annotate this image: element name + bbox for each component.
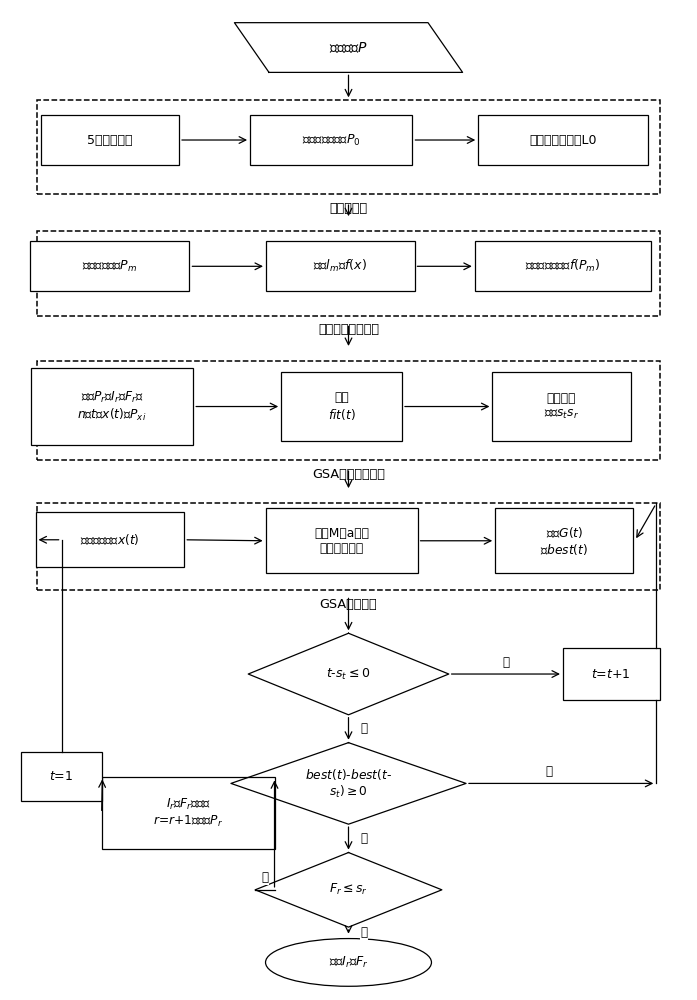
- Text: 原始数据$P$: 原始数据$P$: [329, 40, 368, 55]
- FancyBboxPatch shape: [41, 115, 179, 165]
- Text: GSA计算过程: GSA计算过程: [320, 598, 377, 611]
- Text: 待匹配瞳孔直径$P_0$: 待匹配瞳孔直径$P_0$: [302, 132, 360, 148]
- FancyBboxPatch shape: [478, 115, 648, 165]
- Polygon shape: [255, 853, 442, 927]
- Text: $I_r$、$F_r$赋值，
$r$=$r$+1，生成$P_r$: $I_r$、$F_r$赋值， $r$=$r$+1，生成$P_r$: [153, 797, 223, 829]
- Bar: [38, 503, 659, 590]
- Text: 傅里叶变换生成$f(P_m)$: 傅里叶变换生成$f(P_m)$: [525, 258, 601, 274]
- FancyBboxPatch shape: [31, 368, 193, 445]
- FancyBboxPatch shape: [495, 508, 634, 573]
- Text: 否: 否: [360, 926, 367, 939]
- FancyBboxPatch shape: [266, 508, 418, 573]
- Text: 定义
$fit(t)$: 定义 $fit(t)$: [328, 391, 355, 422]
- Polygon shape: [231, 743, 466, 824]
- Text: 输出$I_r$、$F_r$: 输出$I_r$、$F_r$: [328, 955, 369, 970]
- Text: 计算M、a、粒
子速度和位置: 计算M、a、粒 子速度和位置: [314, 527, 369, 555]
- Polygon shape: [234, 23, 463, 72]
- Ellipse shape: [266, 939, 431, 986]
- Text: 是: 是: [503, 656, 510, 669]
- Text: $F_r$$\leq$$s_r$: $F_r$$\leq$$s_r$: [329, 882, 368, 897]
- FancyBboxPatch shape: [250, 115, 413, 165]
- Text: 5级小波分解: 5级小波分解: [87, 134, 132, 147]
- Text: 设置终止
条件$s_ts_r$: 设置终止 条件$s_ts_r$: [544, 392, 579, 421]
- FancyBboxPatch shape: [266, 241, 415, 291]
- FancyBboxPatch shape: [492, 372, 631, 441]
- Text: 定义$l_m$与$f(x)$: 定义$l_m$与$f(x)$: [313, 258, 367, 274]
- Text: 选择模板数据$P_m$: 选择模板数据$P_m$: [82, 259, 137, 274]
- Text: 更新$G(t)$
和$best(t)$: 更新$G(t)$ 和$best(t)$: [540, 525, 588, 557]
- Text: 更新粒子位置$x(t)$: 更新粒子位置$x(t)$: [80, 532, 139, 547]
- FancyBboxPatch shape: [21, 752, 102, 801]
- FancyBboxPatch shape: [475, 241, 651, 291]
- Text: 是: 是: [546, 765, 553, 778]
- Polygon shape: [248, 633, 449, 715]
- Text: 数据初处理: 数据初处理: [330, 202, 367, 215]
- Text: $t$=$t$+1: $t$=$t$+1: [592, 668, 631, 681]
- FancyBboxPatch shape: [36, 512, 184, 567]
- Text: 定义$P_r$、$I_r$、$F_r$、
$n$、$t$、$x(t)$、$P_{xi}$: 定义$P_r$、$I_r$、$F_r$、 $n$、$t$、$x(t)$、$P_{…: [77, 390, 146, 423]
- FancyBboxPatch shape: [102, 777, 275, 849]
- Bar: [38, 361, 659, 460]
- Text: 是: 是: [261, 871, 268, 884]
- FancyBboxPatch shape: [31, 241, 190, 291]
- Text: $best(t)$-$best(t$-
$s_t)$$\geq$0: $best(t)$-$best(t$- $s_t)$$\geq$0: [305, 767, 392, 800]
- FancyBboxPatch shape: [281, 372, 402, 441]
- Text: GSA初始条件设定: GSA初始条件设定: [312, 468, 385, 481]
- Text: 否: 否: [360, 832, 367, 845]
- Bar: [38, 231, 659, 316]
- Text: 模板瞳孔直径分析: 模板瞳孔直径分析: [318, 323, 379, 336]
- Text: $t$-$s_t$$\leq$0: $t$-$s_t$$\leq$0: [326, 666, 371, 682]
- Bar: [38, 100, 659, 194]
- Text: 采样点位置标记L0: 采样点位置标记L0: [529, 134, 597, 147]
- Text: $t$=1: $t$=1: [49, 770, 74, 783]
- Text: 否: 否: [360, 722, 367, 735]
- FancyBboxPatch shape: [563, 648, 659, 700]
